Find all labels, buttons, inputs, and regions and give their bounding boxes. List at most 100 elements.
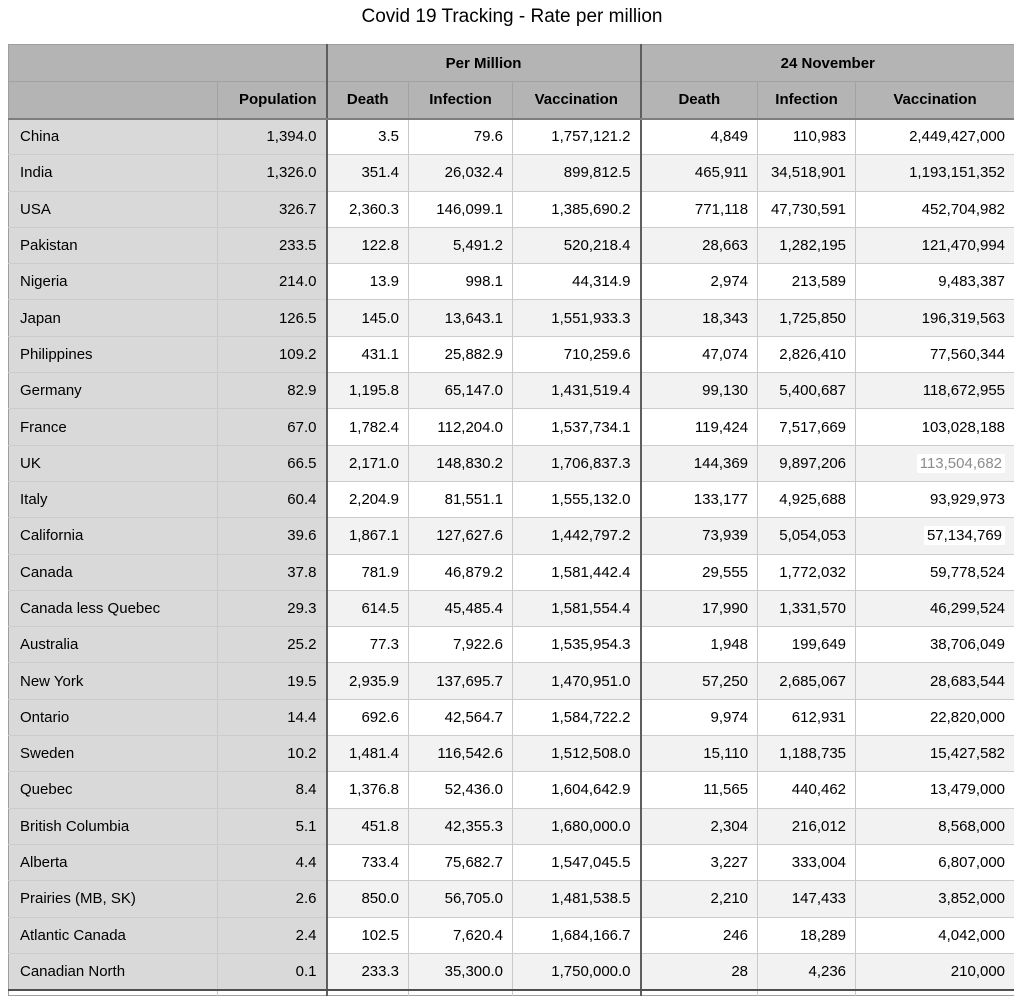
row-label-cell[interactable]: Italy — [8, 481, 218, 519]
data-cell[interactable]: 781.9 — [326, 554, 409, 591]
data-cell[interactable]: 7,517,669 — [757, 408, 857, 446]
row-label-cell[interactable]: California — [8, 517, 218, 555]
row-label-cell[interactable]: Philippines — [8, 336, 218, 374]
data-cell[interactable]: 109.2 — [217, 336, 328, 374]
data-cell[interactable]: 1,948 — [640, 626, 759, 664]
data-cell[interactable]: 451.8 — [326, 808, 409, 845]
data-cell[interactable]: 333,004 — [757, 844, 857, 882]
data-cell[interactable]: 1,547,045.5 — [512, 844, 642, 882]
row-label-cell[interactable]: India — [8, 154, 218, 192]
data-cell[interactable]: 351.4 — [326, 154, 409, 192]
data-cell[interactable]: 1,470,951.0 — [512, 662, 642, 700]
group-header-empty[interactable] — [8, 44, 328, 82]
data-cell[interactable]: 214.0 — [217, 263, 328, 301]
column-header-infection[interactable]: Infection — [408, 81, 513, 120]
data-cell[interactable]: 103,028,188 — [855, 408, 1014, 446]
data-cell[interactable]: 1,195.8 — [326, 372, 409, 410]
data-cell[interactable]: 5,491.2 — [408, 227, 513, 265]
data-cell[interactable]: 326.7 — [217, 191, 328, 228]
data-cell[interactable]: 1,584,722.2 — [512, 699, 642, 737]
row-label-cell[interactable]: Ontario — [8, 699, 218, 737]
data-cell[interactable]: 3,852,000 — [855, 880, 1014, 918]
data-cell[interactable]: 0.1 — [217, 953, 328, 991]
data-cell[interactable]: 899,812.5 — [512, 154, 642, 192]
data-cell[interactable]: 1,551,933.3 — [512, 299, 642, 337]
data-cell[interactable]: 1,555,132.0 — [512, 481, 642, 519]
data-cell[interactable]: 2,360.3 — [326, 191, 409, 228]
data-cell[interactable]: 1,684,166.7 — [512, 917, 642, 954]
row-label-cell[interactable]: USA — [8, 191, 218, 228]
column-header-empty[interactable] — [8, 81, 218, 120]
data-cell[interactable]: 1,706,837.3 — [512, 445, 642, 482]
data-cell[interactable]: 26,032.4 — [408, 154, 513, 192]
data-cell[interactable]: 25,882.9 — [408, 336, 513, 374]
data-cell[interactable]: 37.8 — [217, 554, 328, 591]
data-cell[interactable]: 2,449,427,000 — [855, 118, 1014, 156]
data-cell[interactable]: 5,054,053 — [757, 517, 857, 555]
data-cell[interactable]: 4,042,000 — [855, 917, 1014, 954]
data-cell[interactable]: 18,343 — [640, 299, 759, 337]
data-cell[interactable]: 65,147.0 — [408, 372, 513, 410]
data-cell[interactable]: 2,826,410 — [757, 336, 857, 374]
row-label-cell[interactable]: Quebec — [8, 771, 218, 809]
partial-cell[interactable] — [512, 989, 642, 996]
data-cell[interactable]: 42,564.7 — [408, 699, 513, 737]
data-cell[interactable]: 137,695.7 — [408, 662, 513, 700]
data-cell[interactable]: 1,604,642.9 — [512, 771, 642, 809]
row-label-cell[interactable]: Pakistan — [8, 227, 218, 265]
data-cell[interactable]: 2,171.0 — [326, 445, 409, 482]
partial-cell[interactable] — [217, 989, 328, 996]
data-cell[interactable]: 19.5 — [217, 662, 328, 700]
data-cell[interactable]: 121,470,994 — [855, 227, 1014, 265]
data-cell[interactable]: 2,935.9 — [326, 662, 409, 700]
data-cell[interactable]: 56,705.0 — [408, 880, 513, 918]
data-cell[interactable]: 9,897,206 — [757, 445, 857, 482]
data-cell[interactable]: 79.6 — [408, 118, 513, 156]
partial-cell[interactable] — [8, 989, 218, 996]
data-cell[interactable]: 1,376.8 — [326, 771, 409, 809]
data-cell[interactable]: 733.4 — [326, 844, 409, 882]
data-cell[interactable]: 81,551.1 — [408, 481, 513, 519]
data-cell[interactable]: 34,518,901 — [757, 154, 857, 192]
data-cell[interactable]: 5,400,687 — [757, 372, 857, 410]
row-label-cell[interactable]: Prairies (MB, SK) — [8, 880, 218, 918]
data-cell[interactable]: 113,504,682 — [855, 445, 1014, 482]
data-cell[interactable]: 25.2 — [217, 626, 328, 664]
data-cell[interactable]: 17,990 — [640, 590, 759, 628]
data-cell[interactable]: 8.4 — [217, 771, 328, 809]
data-cell[interactable]: 2,210 — [640, 880, 759, 918]
data-cell[interactable]: 13,479,000 — [855, 771, 1014, 809]
data-cell[interactable]: 145.0 — [326, 299, 409, 337]
data-cell[interactable]: 1,385,690.2 — [512, 191, 642, 228]
data-cell[interactable]: 6,807,000 — [855, 844, 1014, 882]
data-cell[interactable]: 13.9 — [326, 263, 409, 301]
data-cell[interactable]: 77,560,344 — [855, 336, 1014, 374]
data-cell[interactable]: 2,974 — [640, 263, 759, 301]
row-label-cell[interactable]: China — [8, 118, 218, 156]
data-cell[interactable]: 2,204.9 — [326, 481, 409, 519]
data-cell[interactable]: 42,355.3 — [408, 808, 513, 845]
data-cell[interactable]: 2,685,067 — [757, 662, 857, 700]
data-cell[interactable]: 46,299,524 — [855, 590, 1014, 628]
data-cell[interactable]: 4.4 — [217, 844, 328, 882]
data-cell[interactable]: 5.1 — [217, 808, 328, 845]
data-cell[interactable]: 216,012 — [757, 808, 857, 845]
data-cell[interactable]: 1,581,554.4 — [512, 590, 642, 628]
data-cell[interactable]: 1,782.4 — [326, 408, 409, 446]
row-label-cell[interactable]: British Columbia — [8, 808, 218, 845]
data-cell[interactable]: 440,462 — [757, 771, 857, 809]
data-cell[interactable]: 73,939 — [640, 517, 759, 555]
data-cell[interactable]: 2.4 — [217, 917, 328, 954]
data-cell[interactable]: 127,627.6 — [408, 517, 513, 555]
data-cell[interactable]: 1,326.0 — [217, 154, 328, 192]
data-cell[interactable]: 18,289 — [757, 917, 857, 954]
data-cell[interactable]: 110,983 — [757, 118, 857, 156]
data-cell[interactable]: 1,772,032 — [757, 554, 857, 591]
data-cell[interactable]: 10.2 — [217, 735, 328, 773]
data-cell[interactable]: 1,680,000.0 — [512, 808, 642, 845]
data-cell[interactable]: 1,535,954.3 — [512, 626, 642, 664]
data-cell[interactable]: 118,672,955 — [855, 372, 1014, 410]
data-cell[interactable]: 1,481,538.5 — [512, 880, 642, 918]
row-label-cell[interactable]: Alberta — [8, 844, 218, 882]
partial-cell[interactable] — [757, 989, 857, 996]
